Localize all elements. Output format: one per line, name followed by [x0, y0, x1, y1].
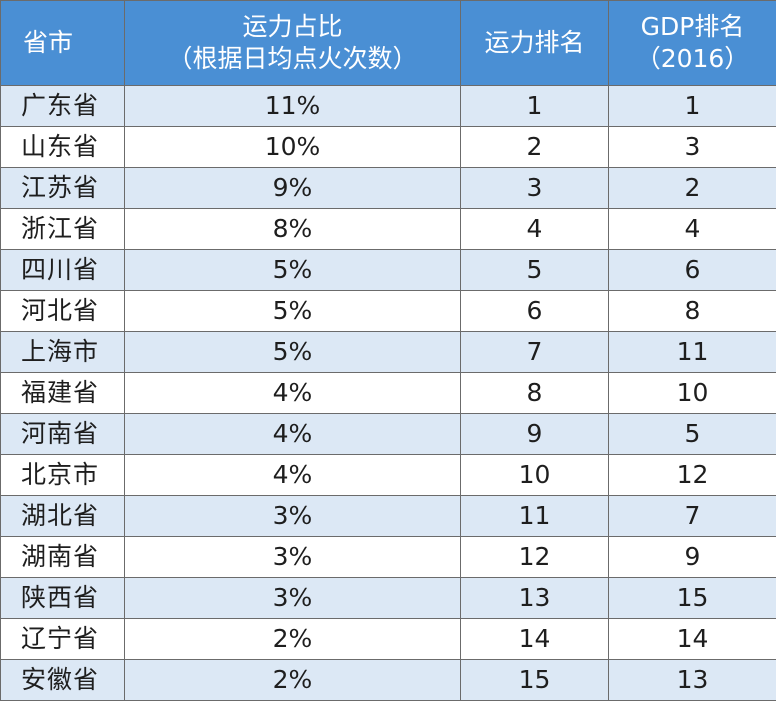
- cell-capacity-share: 8%: [124, 208, 461, 250]
- cell-capacity-rank: 1: [460, 85, 609, 127]
- table-row: 河南省 4% 9 5: [0, 413, 776, 455]
- table-row: 四川省 5% 5 6: [0, 249, 776, 291]
- cell-capacity-share: 5%: [124, 331, 461, 373]
- cell-capacity-rank: 13: [460, 577, 609, 619]
- header-gdp-rank: GDP排名 （2016）: [608, 0, 776, 86]
- cell-capacity-share: 3%: [124, 577, 461, 619]
- cell-province: 陕西省: [0, 577, 125, 619]
- header-province-label: 省市: [23, 28, 74, 57]
- table-row: 河北省 5% 6 8: [0, 290, 776, 332]
- table-row: 陕西省 3% 13 15: [0, 577, 776, 619]
- header-capacity-share: 运力占比 （根据日均点火次数）: [124, 0, 461, 86]
- cell-gdp-rank: 8: [608, 290, 776, 332]
- header-share-note: （根据日均点火次数）: [167, 44, 418, 73]
- cell-gdp-rank: 9: [608, 536, 776, 578]
- cell-capacity-rank: 2: [460, 126, 609, 168]
- cell-capacity-share: 3%: [124, 495, 461, 537]
- cell-gdp-rank: 11: [608, 331, 776, 373]
- header-gdp-rank-title: GDP排名: [640, 12, 745, 41]
- cell-capacity-rank: 12: [460, 536, 609, 578]
- cell-capacity-share: 5%: [124, 290, 461, 332]
- cell-capacity-rank: 15: [460, 659, 609, 701]
- cell-gdp-rank: 1: [608, 85, 776, 127]
- ranking-table: 省市 运力占比 （根据日均点火次数） 运力排名 GDP排名 （2016） 广东省…: [0, 0, 776, 701]
- cell-gdp-rank: 14: [608, 618, 776, 660]
- cell-gdp-rank: 5: [608, 413, 776, 455]
- header-capacity-rank: 运力排名: [460, 0, 609, 86]
- table-header-row: 省市 运力占比 （根据日均点火次数） 运力排名 GDP排名 （2016）: [0, 0, 776, 86]
- table-body: 广东省 11% 1 1 山东省 10% 2 3 江苏省 9% 3 2 浙江省 8% 4 4 四川省 5% 5 6 河北省…: [0, 85, 776, 701]
- cell-gdp-rank: 3: [608, 126, 776, 168]
- cell-gdp-rank: 10: [608, 372, 776, 414]
- cell-province: 福建省: [0, 372, 125, 414]
- header-province: 省市: [0, 0, 125, 86]
- cell-capacity-rank: 7: [460, 331, 609, 373]
- table-row: 安徽省 2% 15 13: [0, 659, 776, 701]
- cell-capacity-rank: 10: [460, 454, 609, 496]
- cell-province: 江苏省: [0, 167, 125, 209]
- cell-gdp-rank: 13: [608, 659, 776, 701]
- cell-capacity-share: 4%: [124, 372, 461, 414]
- cell-province: 北京市: [0, 454, 125, 496]
- cell-province: 山东省: [0, 126, 125, 168]
- cell-province: 安徽省: [0, 659, 125, 701]
- cell-province: 河南省: [0, 413, 125, 455]
- table-row: 福建省 4% 8 10: [0, 372, 776, 414]
- cell-province: 上海市: [0, 331, 125, 373]
- cell-capacity-rank: 9: [460, 413, 609, 455]
- cell-province: 广东省: [0, 85, 125, 127]
- cell-capacity-share: 4%: [124, 413, 461, 455]
- header-capacity-rank-label: 运力排名: [484, 28, 585, 57]
- header-gdp-rank-year: （2016）: [635, 44, 750, 73]
- cell-capacity-share: 5%: [124, 249, 461, 291]
- cell-capacity-share: 10%: [124, 126, 461, 168]
- table-row: 辽宁省 2% 14 14: [0, 618, 776, 660]
- cell-capacity-rank: 8: [460, 372, 609, 414]
- cell-gdp-rank: 4: [608, 208, 776, 250]
- table-row: 江苏省 9% 3 2: [0, 167, 776, 209]
- table-row: 湖北省 3% 11 7: [0, 495, 776, 537]
- table-row: 浙江省 8% 4 4: [0, 208, 776, 250]
- cell-capacity-rank: 6: [460, 290, 609, 332]
- table-row: 山东省 10% 2 3: [0, 126, 776, 168]
- table-row: 上海市 5% 7 11: [0, 331, 776, 373]
- cell-gdp-rank: 15: [608, 577, 776, 619]
- cell-gdp-rank: 2: [608, 167, 776, 209]
- cell-province: 湖南省: [0, 536, 125, 578]
- cell-capacity-rank: 14: [460, 618, 609, 660]
- header-share-title: 运力占比: [242, 12, 343, 41]
- cell-province: 辽宁省: [0, 618, 125, 660]
- cell-capacity-share: 9%: [124, 167, 461, 209]
- cell-capacity-rank: 3: [460, 167, 609, 209]
- cell-gdp-rank: 7: [608, 495, 776, 537]
- cell-province: 河北省: [0, 290, 125, 332]
- cell-capacity-share: 2%: [124, 659, 461, 701]
- cell-capacity-rank: 4: [460, 208, 609, 250]
- cell-capacity-share: 4%: [124, 454, 461, 496]
- cell-gdp-rank: 6: [608, 249, 776, 291]
- table-row: 北京市 4% 10 12: [0, 454, 776, 496]
- table-row: 湖南省 3% 12 9: [0, 536, 776, 578]
- cell-capacity-share: 2%: [124, 618, 461, 660]
- cell-province: 四川省: [0, 249, 125, 291]
- cell-province: 湖北省: [0, 495, 125, 537]
- cell-capacity-share: 3%: [124, 536, 461, 578]
- cell-capacity-rank: 5: [460, 249, 609, 291]
- cell-gdp-rank: 12: [608, 454, 776, 496]
- table-row: 广东省 11% 1 1: [0, 85, 776, 127]
- cell-province: 浙江省: [0, 208, 125, 250]
- cell-capacity-rank: 11: [460, 495, 609, 537]
- cell-capacity-share: 11%: [124, 85, 461, 127]
